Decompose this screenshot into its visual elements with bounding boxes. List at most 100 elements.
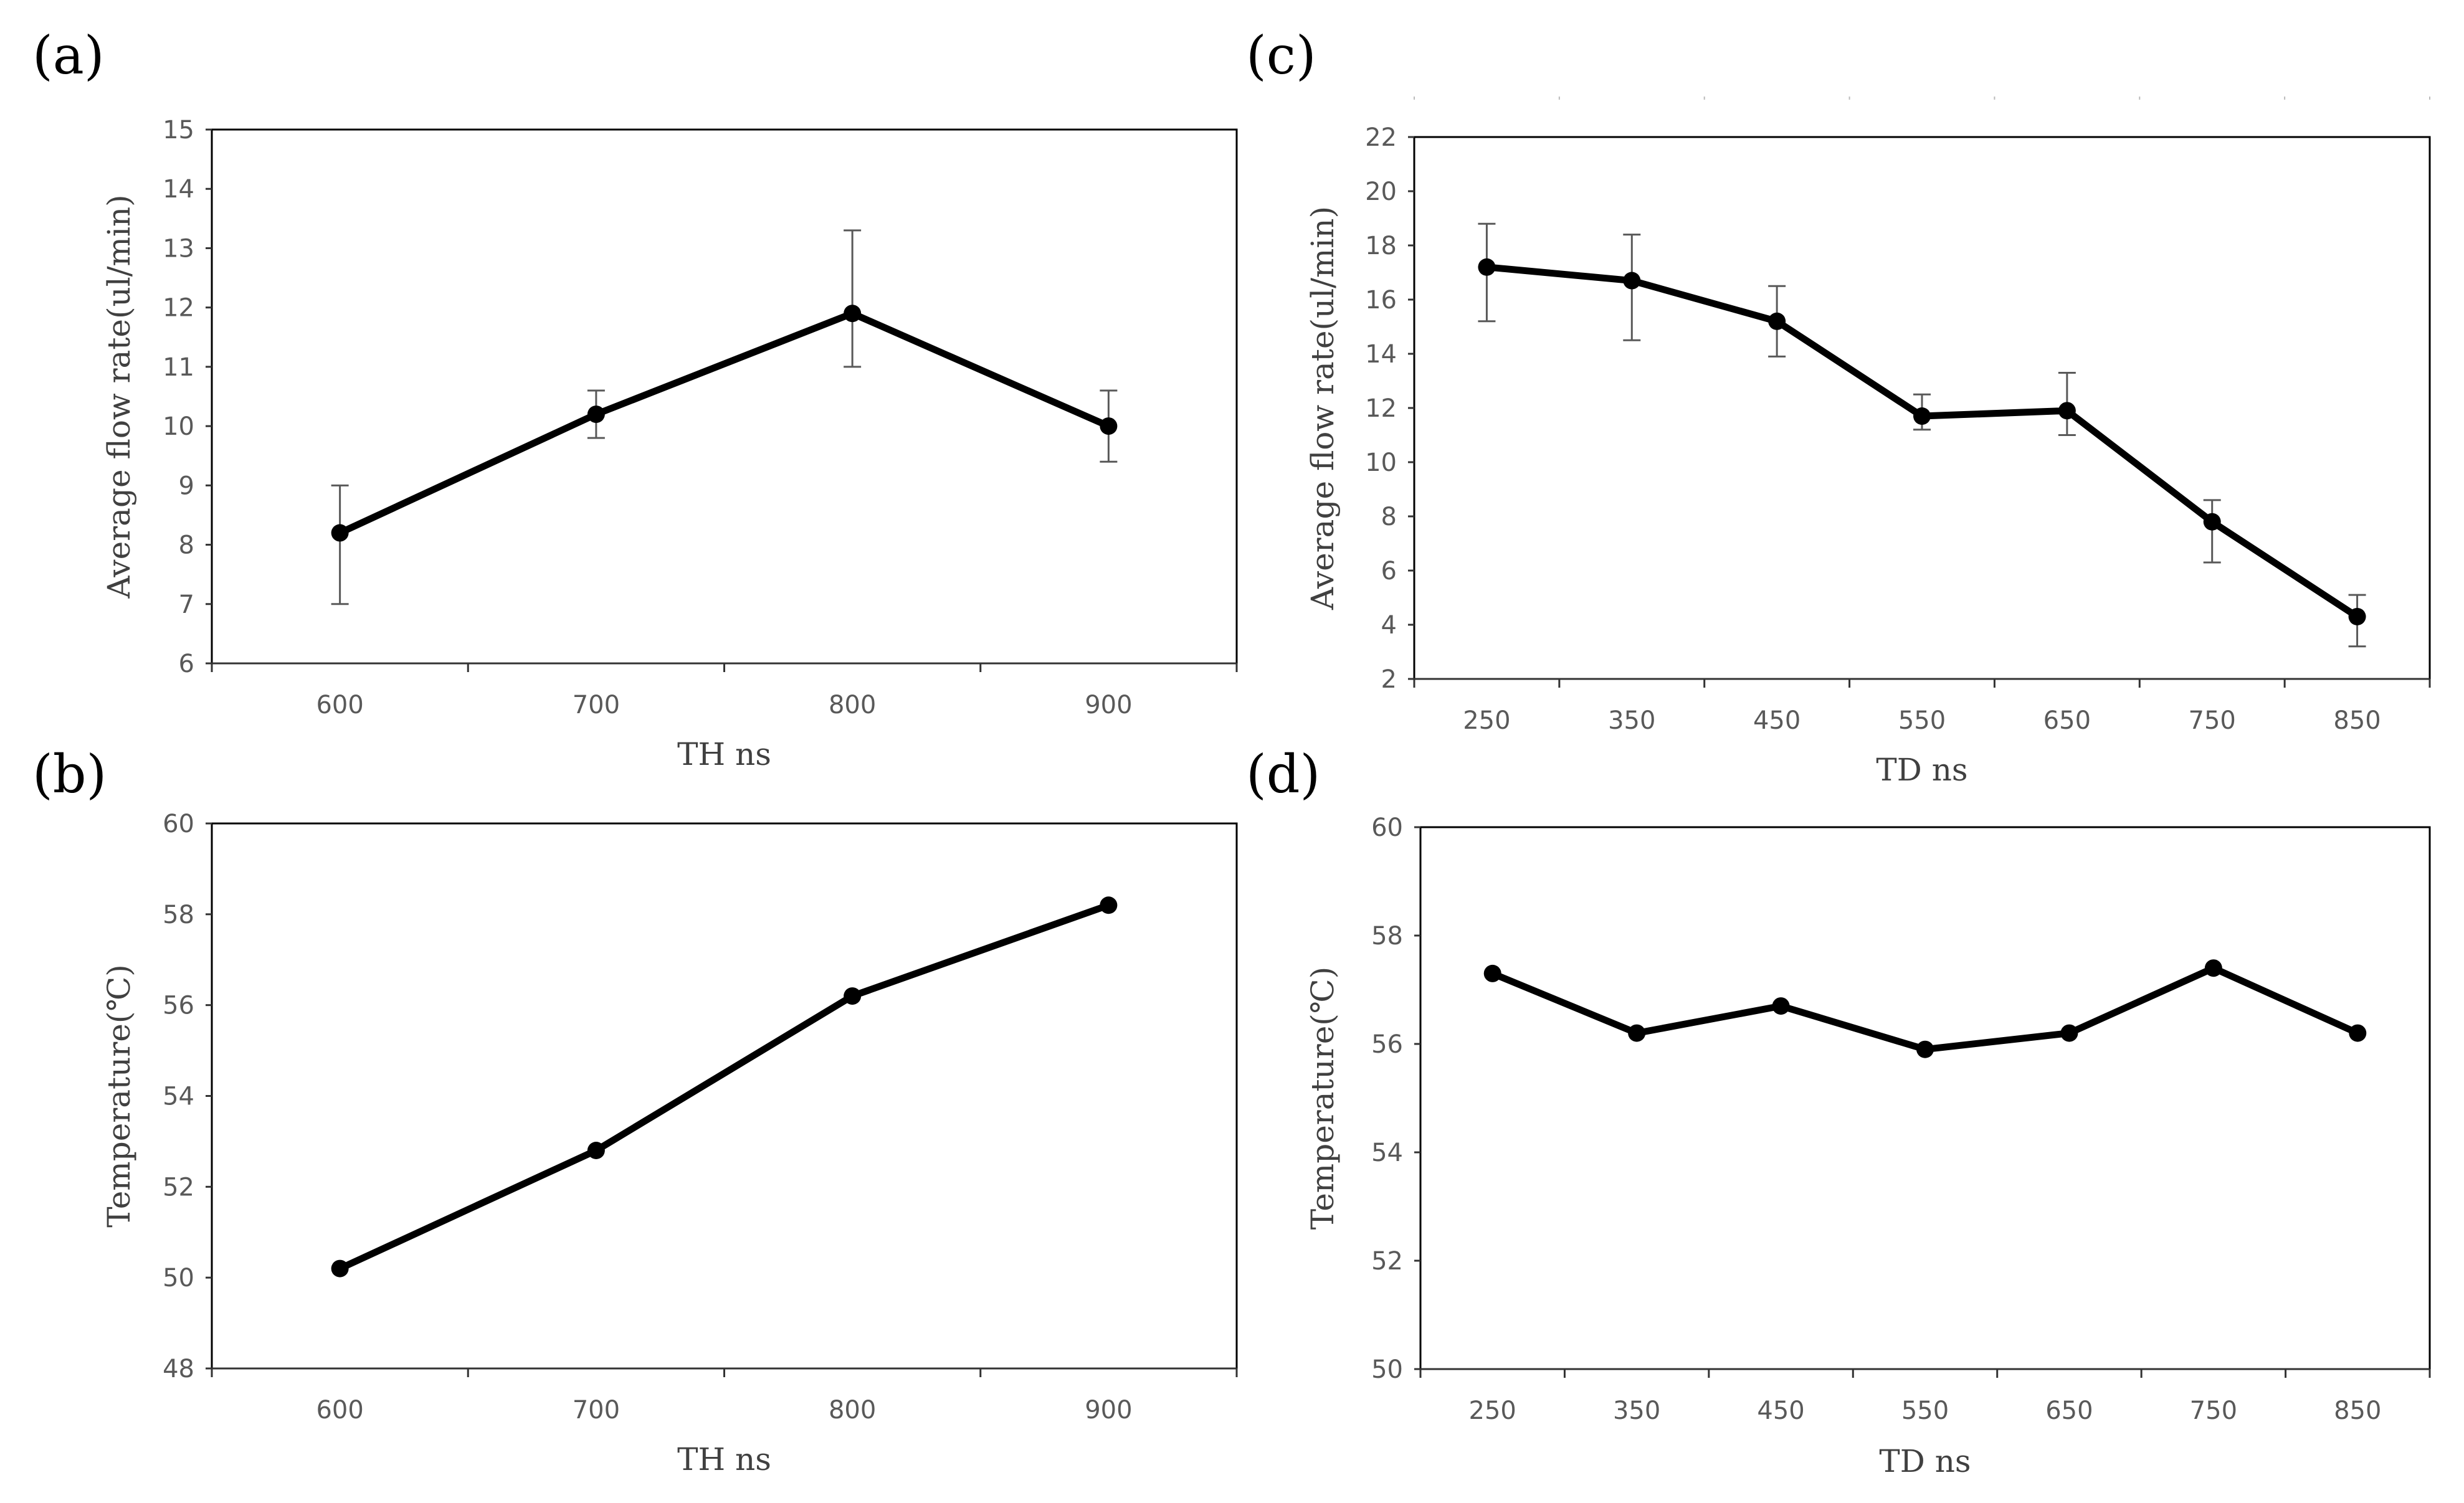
x-tick-label: 550 — [1901, 1396, 1949, 1425]
x-tick-label: 850 — [2333, 706, 2381, 735]
y-tick-label: 58 — [163, 901, 194, 929]
data-point — [2058, 402, 2076, 420]
data-point — [2348, 607, 2366, 625]
y-tick-label: 18 — [1365, 232, 1397, 260]
data-point — [844, 987, 862, 1005]
y-tick-label: 56 — [1371, 1030, 1403, 1059]
data-point — [2203, 513, 2221, 531]
data-point — [2204, 959, 2222, 977]
data-point — [1478, 258, 1496, 276]
y-tick-label: 52 — [1371, 1247, 1403, 1276]
x-tick-label: 900 — [1085, 691, 1132, 719]
y-axis-title: Average flow rate(ul/min) — [1305, 206, 1341, 610]
data-point — [1623, 272, 1641, 290]
y-tick-label: 14 — [1365, 340, 1397, 369]
data-point — [1913, 407, 1931, 425]
data-point — [587, 405, 605, 424]
data-point — [844, 305, 862, 323]
panel-label: (c) — [1246, 25, 1316, 86]
error-bar — [2203, 499, 2221, 564]
y-tick-label: 15 — [163, 116, 194, 145]
y-tick-label: 54 — [1371, 1139, 1403, 1167]
data-point — [1100, 417, 1118, 435]
data-point — [1483, 964, 1501, 982]
plot-frame — [211, 128, 1238, 663]
x-axis-title: TH ns — [677, 1441, 771, 1477]
y-tick-label: 50 — [1371, 1355, 1403, 1384]
y-axis-title: Temperature(℃) — [1305, 967, 1341, 1230]
y-tick-label: 11 — [163, 353, 194, 382]
data-point — [331, 1259, 349, 1278]
x-tick-label: 600 — [316, 1396, 363, 1425]
y-tick-label: 9 — [179, 472, 194, 500]
error-bar — [844, 229, 862, 368]
x-axis-title: TH ns — [677, 736, 771, 772]
y-axis-title: Average flow rate(ul/min) — [101, 194, 137, 599]
x-tick-label: 250 — [1463, 706, 1510, 735]
x-tick-label: 700 — [573, 691, 620, 719]
panel-c: (c) 2 4 6 8 10 12 14 16 18 20 22 250 350 450 550 650 750 8… — [1246, 25, 2431, 788]
y-tick-label: 4 — [1381, 611, 1397, 640]
y-tick-label: 12 — [163, 294, 194, 323]
data-point — [1100, 896, 1118, 914]
plot-frame — [1419, 826, 2431, 1369]
data-point — [2349, 1024, 2367, 1042]
x-tick-label: 750 — [2190, 1396, 2237, 1425]
series-line — [336, 310, 1112, 537]
y-tick-label: 8 — [179, 531, 194, 560]
x-tick-label: 350 — [1608, 706, 1655, 735]
x-tick-label: 900 — [1085, 1396, 1132, 1425]
data-point — [1628, 1024, 1646, 1042]
data-point — [2060, 1024, 2078, 1042]
y-axis-title: Temperature(℃) — [101, 964, 137, 1228]
y-tick-label: 54 — [163, 1083, 194, 1111]
y-tick-label: 60 — [163, 810, 194, 838]
x-tick-label: 850 — [2334, 1396, 2381, 1425]
panel-label: (a) — [32, 25, 105, 86]
x-tick-label: 700 — [573, 1396, 620, 1425]
panel-d: (d) 50 52 54 56 58 60 250 350 450 550 650 750 850 TD n… — [1246, 744, 2431, 1479]
x-tick-label: 250 — [1469, 1396, 1516, 1425]
x-tick-label: 550 — [1898, 706, 1946, 735]
y-tick-label: 14 — [163, 175, 194, 204]
y-tick-label: 58 — [1371, 922, 1403, 951]
panel-b: (b) 48 50 52 54 56 58 60 600 700 800 900 TH ns Temper… — [32, 744, 1238, 1477]
x-axis-title: TD ns — [1879, 1443, 1971, 1479]
x-tick-label: 450 — [1757, 1396, 1804, 1425]
data-point — [331, 524, 349, 542]
y-tick-label: 52 — [163, 1173, 194, 1202]
y-tick-label: 60 — [1371, 813, 1403, 842]
x-tick-label: 800 — [829, 1396, 876, 1425]
series-line — [336, 901, 1112, 1273]
data-point — [1916, 1040, 1934, 1058]
error-bar — [331, 484, 349, 605]
x-tick-label: 600 — [316, 691, 363, 719]
y-tick-label: 7 — [179, 590, 194, 619]
y-tick-label: 6 — [179, 650, 194, 678]
data-point — [1772, 997, 1790, 1015]
x-tick-label: 750 — [2189, 706, 2236, 735]
x-tick-label: 450 — [1753, 706, 1800, 735]
y-tick-label: 50 — [163, 1264, 194, 1292]
panel-a: (a) 6 7 8 9 10 11 12 13 14 15 600 700 800 900 TH ns Aver… — [32, 25, 1238, 772]
y-tick-label: 6 — [1381, 557, 1397, 586]
y-tick-label: 48 — [163, 1355, 194, 1383]
panel-label: (b) — [32, 744, 107, 805]
y-tick-label: 56 — [163, 992, 194, 1020]
x-tick-label: 650 — [2045, 1396, 2093, 1425]
y-tick-label: 8 — [1381, 503, 1397, 531]
x-tick-label: 350 — [1613, 1396, 1660, 1425]
x-tick-label: 800 — [829, 691, 876, 719]
y-tick-label: 12 — [1365, 394, 1397, 423]
y-tick-label: 13 — [163, 234, 194, 263]
data-point — [587, 1142, 605, 1159]
y-tick-label: 20 — [1365, 178, 1397, 206]
y-tick-label: 22 — [1365, 123, 1397, 152]
x-axis-title: TD ns — [1876, 752, 1967, 788]
y-tick-label: 10 — [1365, 448, 1397, 477]
y-tick-label: 2 — [1381, 665, 1397, 694]
y-tick-label: 16 — [1365, 286, 1397, 315]
y-tick-label: 10 — [163, 412, 194, 441]
